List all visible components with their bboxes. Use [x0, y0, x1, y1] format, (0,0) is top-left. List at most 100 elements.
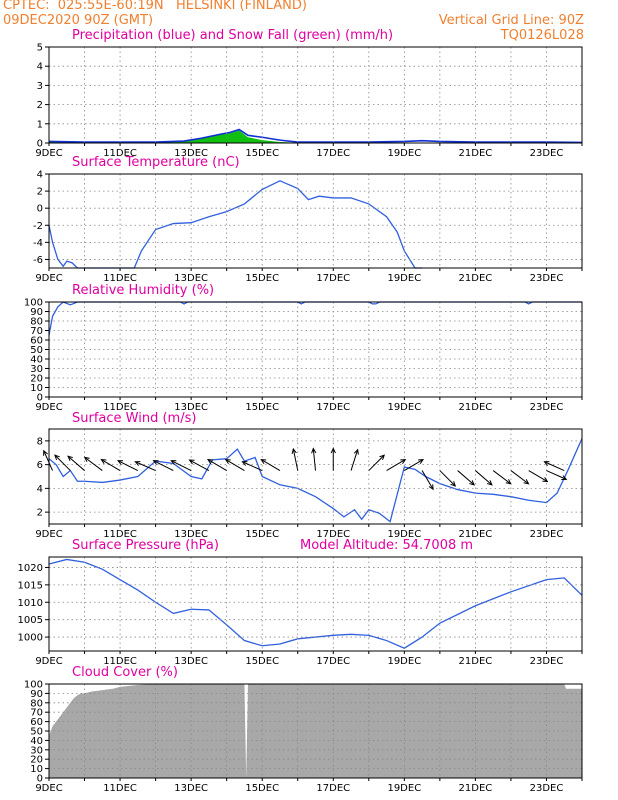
wind-arrow — [152, 460, 174, 472]
wind-ytick-label: 8 — [37, 436, 43, 447]
wind-arrow — [241, 461, 263, 472]
wind-arrow-shaft — [67, 455, 85, 471]
precip-xtick-label: 13DEC — [174, 148, 208, 159]
cloud-ytick-label: 50 — [30, 727, 43, 738]
wind-arrow-head — [311, 447, 317, 454]
wind-arrow-head — [428, 484, 434, 491]
wind-arrow — [117, 460, 139, 472]
snowfall-area — [49, 130, 582, 143]
wind-arrow — [100, 458, 121, 471]
wind-arrow-shaft — [528, 470, 548, 482]
wind-arrow-shaft — [439, 470, 456, 487]
precip-xtick-label: 19DEC — [387, 148, 421, 159]
precip-xtick-label: 15DEC — [245, 148, 279, 159]
temperature-title: Surface Temperature (nC) — [72, 155, 240, 170]
wind-arrow-shaft — [457, 470, 475, 486]
wind-xtick-label: 11DEC — [103, 529, 137, 540]
wind-arrow-shaft — [350, 449, 359, 471]
wind-arrow-shaft — [101, 459, 121, 471]
cloud-xtick-label: 15DEC — [245, 783, 279, 794]
wind-arrow-shaft — [189, 459, 210, 472]
cloud-title: Cloud Cover (%) — [72, 665, 178, 680]
pressure-xtick-label: 13DEC — [174, 656, 208, 667]
temperature-ytick-label: 4 — [37, 170, 43, 181]
humidity-ytick-label: 90 — [30, 307, 43, 318]
pressure-xtick-label: 21DEC — [459, 656, 493, 667]
wind-arrow-head — [353, 448, 359, 455]
wind-arrow — [510, 470, 530, 485]
wind-arrow-head — [418, 458, 425, 464]
wind-arrow — [311, 447, 317, 471]
precip-xtick-label: 11DEC — [103, 148, 137, 159]
pressure-frame — [48, 556, 583, 652]
wind-arrow-head — [134, 461, 141, 466]
wind-arrow-head — [83, 456, 90, 463]
cloud-ytick-label: 100 — [24, 680, 43, 691]
precip-ytick-label: 5 — [37, 43, 43, 54]
temperature-ytick-label: -4 — [33, 238, 43, 249]
wind-arrow — [224, 458, 245, 471]
wind-frame — [48, 428, 583, 525]
wind-arrow-head — [543, 461, 550, 466]
humidity-ytick-label: 10 — [30, 383, 43, 394]
precip-ytick-label: 3 — [37, 81, 43, 92]
wind-arrow-head — [469, 480, 476, 486]
wind-arrow — [134, 461, 156, 472]
wind-arrow-shaft — [312, 448, 316, 471]
temperature-line — [48, 180, 423, 269]
pressure-ytick-label: 1015 — [18, 580, 43, 591]
pressure-annotation: Model Altitude: 54.7008 m — [300, 538, 474, 553]
humidity-xtick-label: 23DEC — [530, 402, 564, 413]
precip-xtick-label: 23DEC — [530, 148, 564, 159]
wind-arrow-shaft — [475, 470, 493, 486]
wind-arrow-shaft — [135, 461, 156, 472]
precip-frame — [48, 46, 583, 144]
wind-arrow-head — [561, 475, 568, 481]
humidity-ytick-label: 60 — [30, 336, 43, 347]
wind-arrow-shaft — [386, 459, 406, 471]
cloud-ytick-label: 30 — [30, 745, 43, 756]
wind-arrow — [260, 458, 281, 471]
temperature-ytick-label: -6 — [33, 255, 43, 266]
temperature-xtick-label: 9DEC — [35, 273, 62, 284]
cloud-xtick-label: 21DEC — [459, 783, 493, 794]
wind-arrow — [492, 470, 512, 485]
wind-arrow — [404, 458, 425, 471]
wind-arrow-shaft — [153, 460, 174, 472]
precip-ytick-label: 1 — [37, 119, 43, 130]
cloud-xtick-label: 17DEC — [316, 783, 350, 794]
wind-xtick-label: 19DEC — [387, 529, 421, 540]
wind-line — [48, 438, 583, 523]
header-source: CPTEC: 025:55E-60:19N HELSINKI (FINLAND) — [3, 0, 307, 13]
temperature-ytick-label: -2 — [33, 221, 43, 232]
pressure-xtick-label: 11DEC — [103, 656, 137, 667]
wind-arrow-head — [330, 447, 336, 454]
precip-xtick-label: 21DEC — [459, 148, 493, 159]
wind-arrow-head — [206, 458, 213, 464]
wind-arrow — [43, 449, 54, 471]
cloud-ytick-label: 60 — [30, 717, 43, 728]
humidity-xtick-label: 9DEC — [35, 402, 62, 413]
wind-arrow-shaft — [84, 456, 103, 471]
humidity-xtick-label: 13DEC — [174, 402, 208, 413]
precip-xtick-label: 17DEC — [316, 148, 350, 159]
wind-arrow-head — [450, 481, 457, 487]
humidity-xtick-label: 21DEC — [459, 402, 493, 413]
wind-arrow-head — [67, 455, 73, 462]
wind-ytick-label: 6 — [37, 460, 43, 471]
pressure-xtick-label: 19DEC — [387, 656, 421, 667]
wind-arrow-shaft — [225, 459, 245, 471]
wind-xtick-label: 21DEC — [459, 529, 493, 540]
humidity-ytick-label: 80 — [30, 317, 43, 328]
temperature-xtick-label: 23DEC — [530, 273, 564, 284]
wind-arrow-head — [505, 479, 512, 485]
wind-arrow-head — [100, 458, 107, 464]
humidity-ytick-label: 100 — [24, 298, 43, 309]
wind-arrow — [206, 458, 227, 471]
wind-arrow-head — [542, 477, 549, 483]
cloud-ytick-label: 20 — [30, 755, 43, 766]
humidity-xtick-label: 17DEC — [316, 402, 350, 413]
wind-arrow — [528, 470, 549, 483]
cloud-ytick-label: 0 — [37, 774, 43, 785]
